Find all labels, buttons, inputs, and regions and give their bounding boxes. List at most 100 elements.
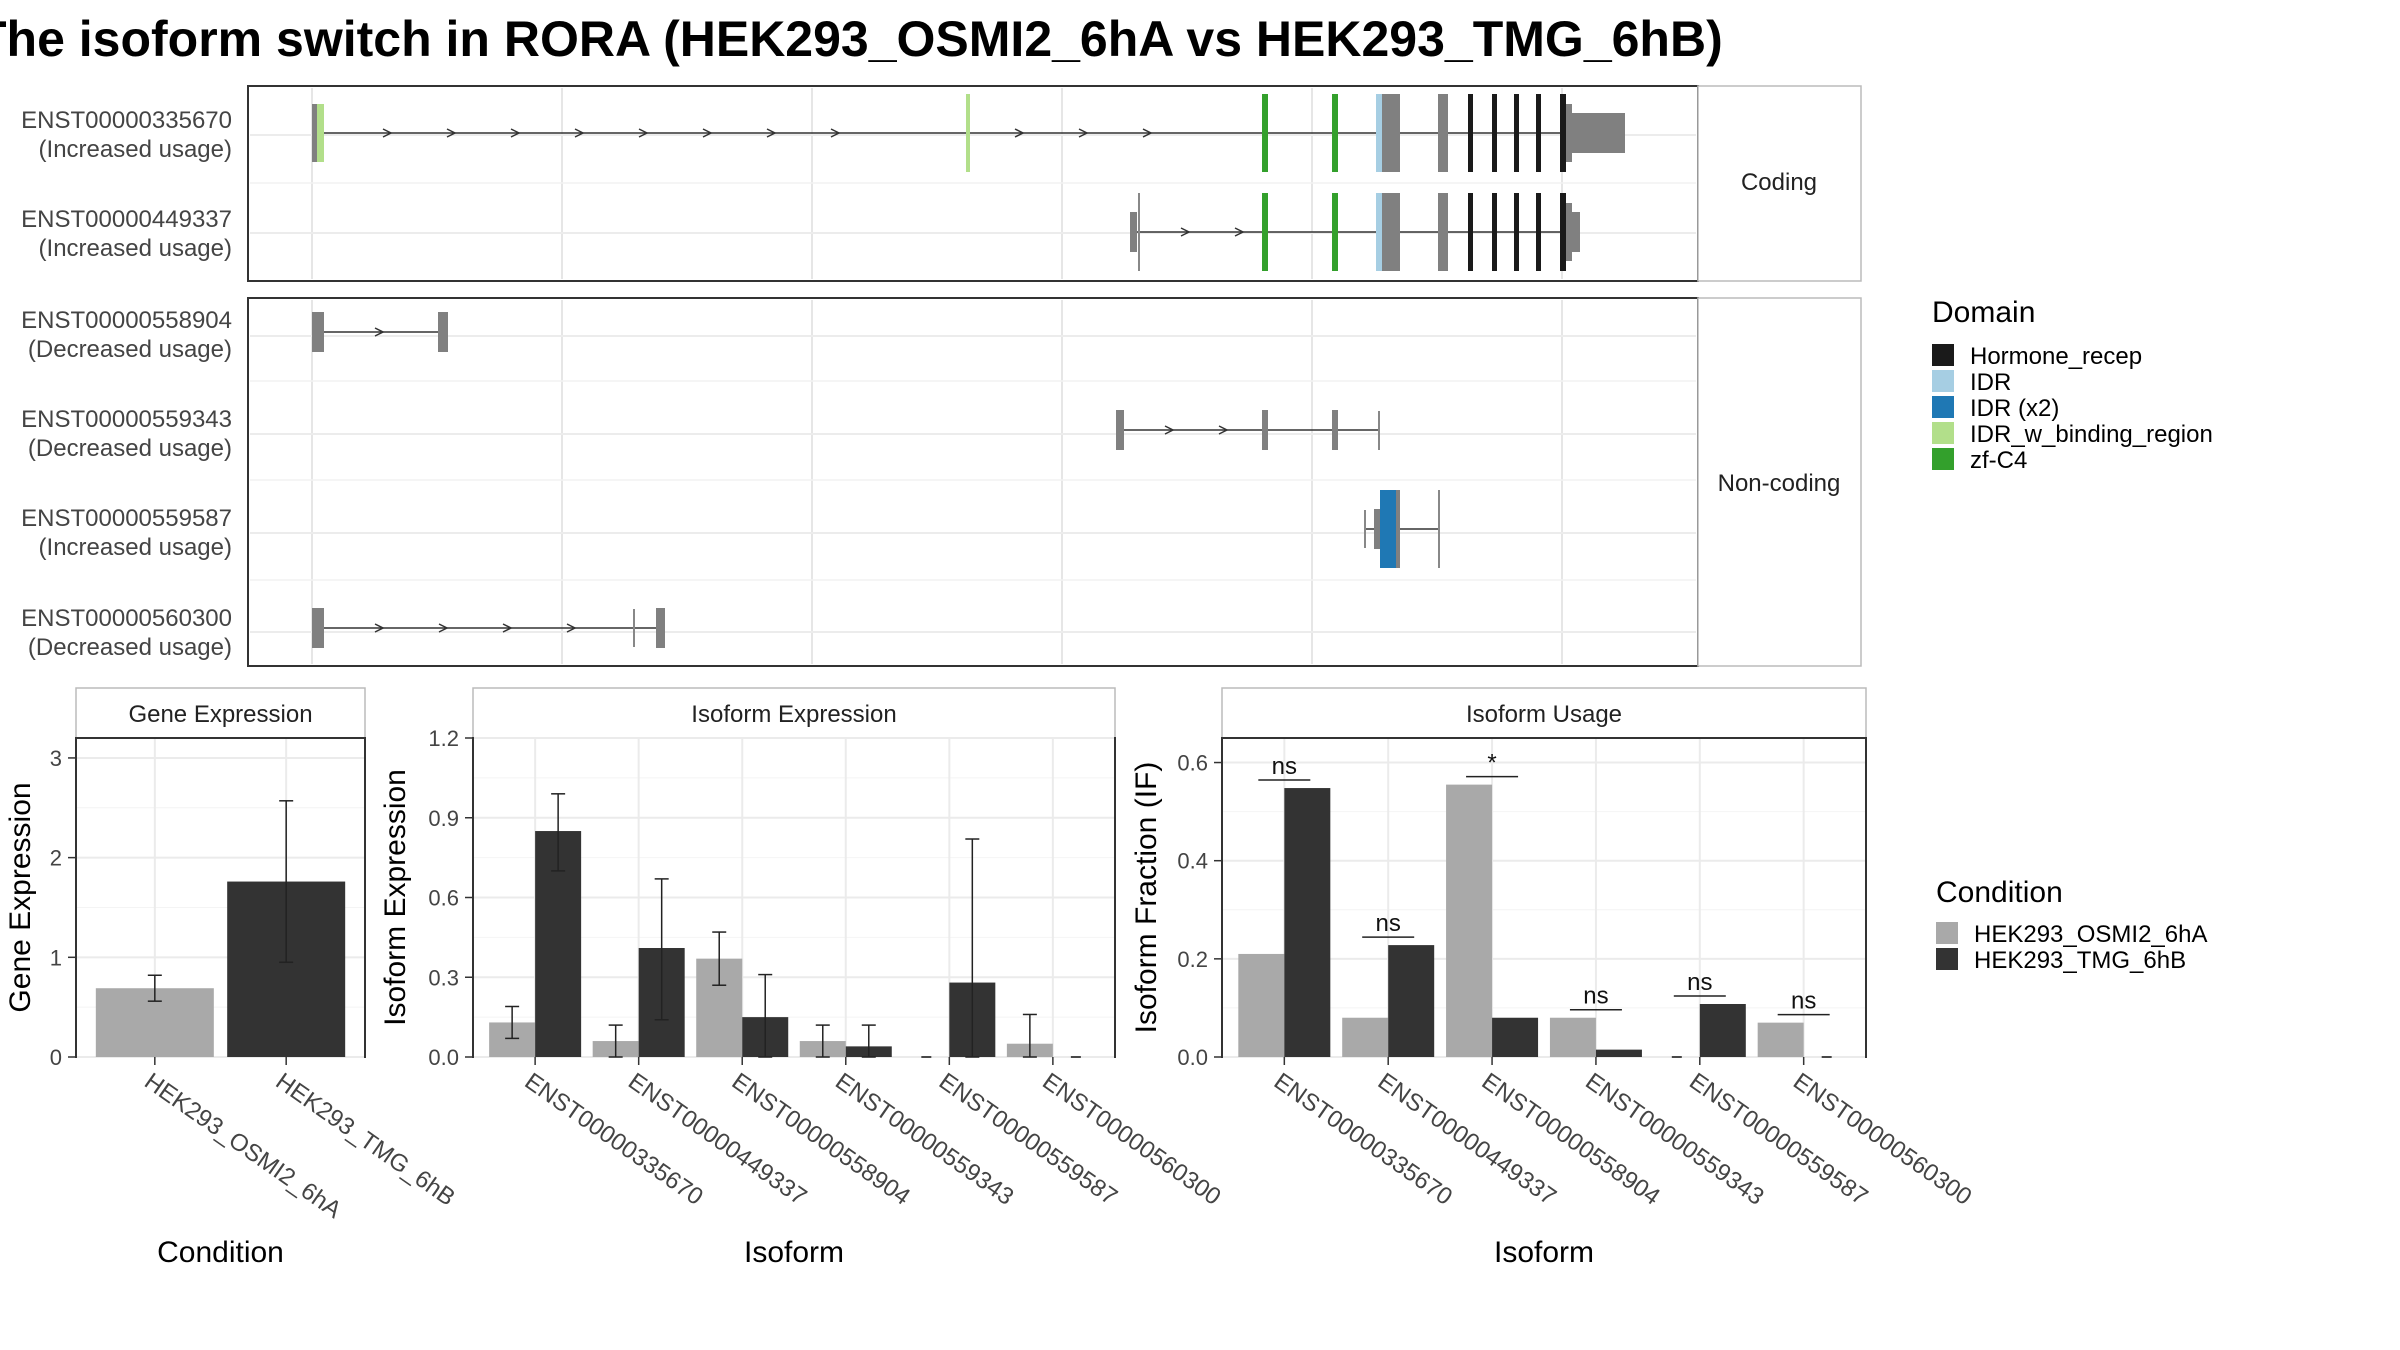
strand-arrow	[1142, 128, 1153, 138]
x-tick-label: ENST00000559587	[934, 1068, 1122, 1211]
exon	[1468, 94, 1473, 172]
exon	[1332, 410, 1338, 450]
strand-arrow	[574, 128, 585, 138]
legend-label: HEK293_OSMI2_6hA	[1974, 921, 2207, 948]
y-axis-title: Isoform Fraction (IF)	[1130, 762, 1163, 1034]
exon	[1130, 212, 1137, 252]
legend-label: HEK293_TMG_6hB	[1974, 947, 2186, 974]
bar	[1492, 1017, 1539, 1057]
noncoding-strip-label: Non-coding	[1718, 470, 1841, 497]
y-tick-label: 1.2	[428, 726, 459, 751]
bar	[1284, 788, 1331, 1057]
exon	[438, 312, 448, 352]
y-axis-title: Gene Expression	[4, 782, 37, 1012]
strand-arrow	[374, 327, 385, 337]
bar	[1342, 1017, 1389, 1057]
exon	[966, 94, 970, 172]
y-tick-label: 2	[50, 846, 62, 871]
x-axis-title: Isoform	[744, 1236, 844, 1269]
exon	[317, 104, 324, 162]
x-tick-label: ENST00000335670	[520, 1068, 708, 1211]
exon	[1376, 94, 1382, 172]
exon	[1560, 193, 1566, 271]
strand-arrow	[830, 128, 841, 138]
exon	[1380, 490, 1396, 568]
bar	[1549, 1017, 1596, 1057]
legend-key-idr-w-binding-region	[1932, 422, 1954, 444]
y-tick-label: 0.3	[428, 965, 459, 990]
y-axis-title: Isoform Expression	[379, 769, 412, 1026]
exon	[1332, 94, 1338, 172]
exon	[1438, 193, 1448, 271]
exon	[1262, 193, 1268, 271]
exon	[1262, 410, 1268, 450]
panel-strip	[75, 687, 366, 739]
panel-title: Isoform Usage	[1466, 701, 1622, 728]
y-tick-label: 0.2	[1177, 947, 1208, 972]
significance-label: ns	[1583, 983, 1608, 1010]
x-tick-label: ENST00000559343	[830, 1068, 1018, 1211]
legend-key-zf-c4	[1932, 448, 1954, 470]
legend-label: Hormone_recep	[1970, 343, 2142, 370]
exon	[1536, 94, 1541, 172]
coding-strip-label: Coding	[1741, 169, 1817, 196]
exon	[1396, 490, 1400, 568]
exon	[1566, 203, 1572, 261]
x-tick-label: ENST00000560300	[1788, 1068, 1976, 1211]
exon	[312, 104, 318, 162]
row-labels: ENST00000335670 (Increased usage) ENST00…	[21, 107, 232, 661]
strand-arrow	[1180, 227, 1191, 237]
exon	[1536, 193, 1541, 271]
exon	[1438, 94, 1448, 172]
y-tick-label: 1	[50, 945, 62, 970]
strand-arrow	[438, 623, 449, 633]
y-tick-label: 3	[50, 746, 62, 771]
x-tick-label: ENST00000558904	[727, 1068, 915, 1211]
strand-arrow	[446, 128, 457, 138]
panel-strip	[1221, 687, 1867, 739]
strand-arrow	[1078, 128, 1089, 138]
panel-strip	[472, 687, 1116, 739]
legend-label: zf-C4	[1970, 447, 2027, 474]
y-tick-label: 0.6	[1177, 751, 1208, 776]
exon	[1332, 193, 1338, 271]
legend-key-idr-x2	[1932, 396, 1954, 418]
row-usage: (Increased usage)	[39, 136, 232, 163]
x-tick-label: ENST00000335670	[1269, 1068, 1457, 1211]
strand-arrow	[702, 128, 713, 138]
row-id: ENST00000449337	[21, 206, 232, 233]
domain-legend: Domain Hormone_recep IDR IDR (x2) IDR_w_…	[1932, 296, 2213, 474]
significance-label: ns	[1791, 988, 1816, 1015]
structure-rows	[312, 94, 1625, 648]
bar	[1757, 1022, 1804, 1057]
x-tick-label: ENST00000560300	[1037, 1068, 1225, 1211]
legend-key-cond-b	[1936, 948, 1958, 970]
condition-legend: Condition HEK293_OSMI2_6hA HEK293_TMG_6h…	[1936, 876, 2207, 974]
noncoding-panel-frame	[247, 297, 1699, 667]
exon	[1376, 193, 1382, 271]
x-tick-label: ENST00000449337	[1373, 1068, 1561, 1211]
bar	[1595, 1049, 1642, 1057]
strand-arrow	[510, 128, 521, 138]
exon	[1572, 113, 1625, 153]
exon	[1382, 193, 1400, 271]
domain-legend-title: Domain	[1932, 296, 2035, 329]
exon	[1374, 509, 1380, 549]
exon	[1560, 94, 1566, 172]
bar	[1388, 945, 1435, 1057]
condition-legend-title: Condition	[1936, 876, 2063, 909]
bar	[1699, 1003, 1746, 1057]
legend-key-cond-a	[1936, 922, 1958, 944]
x-axis-title: Isoform	[1494, 1236, 1594, 1269]
exon	[1492, 193, 1497, 271]
row-id: ENST00000559587	[21, 505, 232, 532]
x-tick-label: ENST00000449337	[623, 1068, 811, 1211]
row-id: ENST00000560300	[21, 605, 232, 632]
strand-arrow	[1218, 425, 1229, 435]
x-tick-label: ENST00000559587	[1684, 1068, 1872, 1211]
exon	[1492, 94, 1497, 172]
y-tick-label: 0.0	[1177, 1045, 1208, 1070]
exon	[656, 608, 665, 648]
legend-key-hormone-recep	[1932, 344, 1954, 366]
